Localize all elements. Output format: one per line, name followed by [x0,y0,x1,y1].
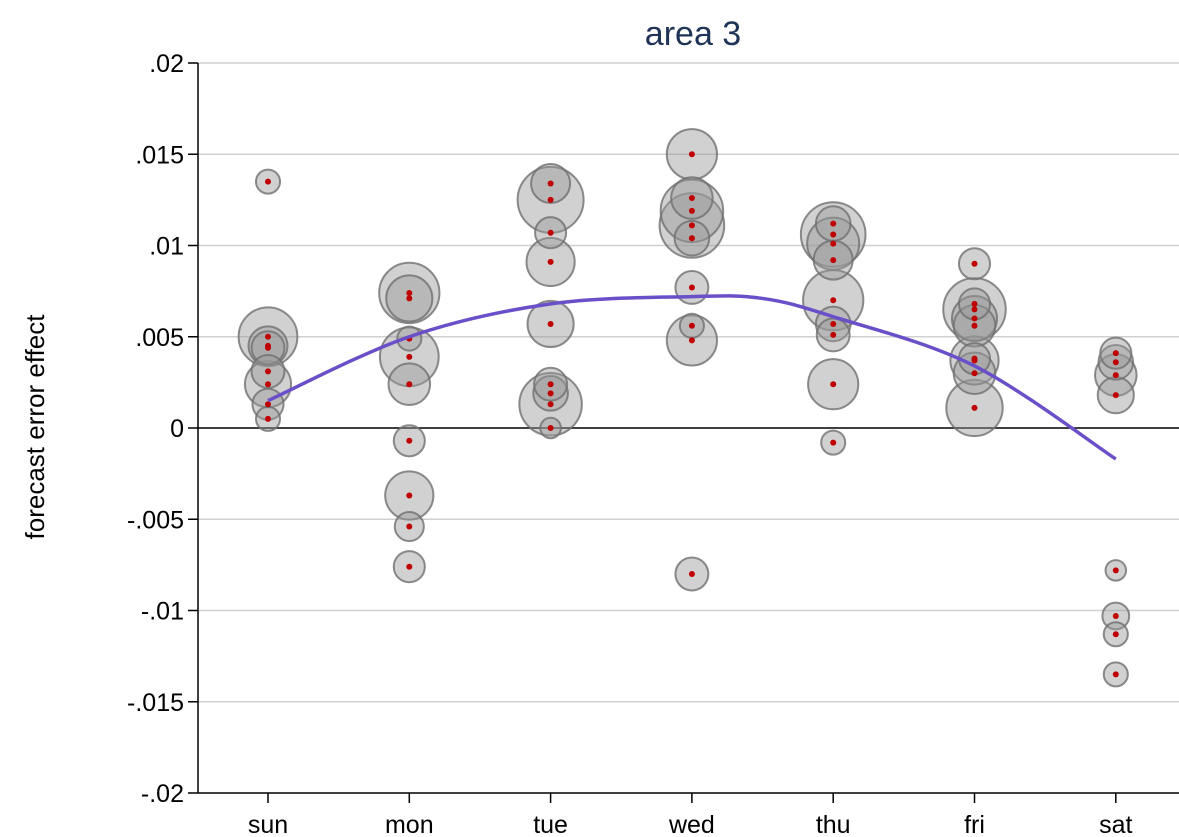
bubbles [237,128,1138,688]
y-tick-label: -.005 [127,506,184,534]
data-point [1112,392,1119,399]
data-point [688,284,695,291]
data-point [1112,612,1119,619]
y-axis-label: forecast error effect [20,314,50,540]
data-point [406,381,413,388]
data-point [688,222,695,229]
data-point [830,439,837,446]
data-point [971,357,978,364]
data-point [265,178,271,185]
x-tick-label: sat [1099,811,1132,837]
fitted-curve [267,294,1117,461]
y-tick-label: .02 [149,50,184,78]
data-point [265,344,271,351]
data-point [265,401,271,408]
data-point [1112,350,1119,357]
data-point [688,322,695,329]
data-point [265,368,271,375]
data-point [547,229,554,236]
data-point [971,260,978,267]
tick-labels: .02 .015 .01 .005 0 -.005 -.01 -.015 -.02 sun mon t… [127,50,1133,837]
data-point [547,320,554,327]
data-point [547,258,554,265]
data-point [1112,359,1119,366]
data-point [971,306,978,313]
data-point [406,295,413,302]
data-point [830,220,837,227]
chart-title: area 3 [645,15,741,53]
axes [188,62,1179,803]
y-tick-label: -.015 [127,689,184,717]
data-point [688,235,695,242]
data-point [1112,671,1119,678]
x-tick-label: fri [964,811,985,837]
data-point [971,322,978,329]
data-point [406,523,413,530]
data-point [1112,567,1119,574]
data-point [830,297,837,304]
data-point [830,331,837,338]
data-point [406,353,413,360]
gridlines [198,62,1179,703]
data-point [547,196,554,203]
data-point [830,320,837,327]
data-point [971,315,978,322]
point-markers [265,151,1119,678]
data-point [265,381,271,388]
y-tick-label: -.02 [141,780,184,808]
data-point [688,207,695,214]
data-point [830,240,837,247]
data-point [406,289,413,296]
data-point [971,300,978,307]
data-point [265,415,271,422]
data-point [547,381,554,388]
data-point [1112,631,1119,638]
x-tick-label: mon [385,811,434,837]
data-point [688,337,695,344]
data-point [547,401,554,408]
data-point [688,151,695,158]
y-tick-label: .015 [135,141,184,169]
y-tick-label: -.01 [141,598,184,626]
data-point [547,425,554,431]
data-point [406,437,413,444]
data-point [688,571,695,577]
y-tick-label: .005 [135,324,184,352]
data-point [406,492,413,499]
x-tick-label: sun [248,811,288,837]
data-point [265,333,271,340]
x-tick-label: tue [533,811,568,837]
data-point [971,370,978,377]
data-point [830,231,837,238]
data-point [688,195,695,202]
fit-line [267,294,1117,461]
data-point [547,390,554,397]
y-tick-label: 0 [170,415,184,443]
data-point [406,563,413,570]
y-tick-label: .01 [149,233,184,261]
data-point [830,381,837,388]
x-tick-label: thu [816,811,851,837]
data-point [971,404,978,411]
data-point [1112,372,1119,379]
data-point [830,257,837,264]
x-tick-label: wed [668,811,715,837]
data-point [547,180,554,187]
